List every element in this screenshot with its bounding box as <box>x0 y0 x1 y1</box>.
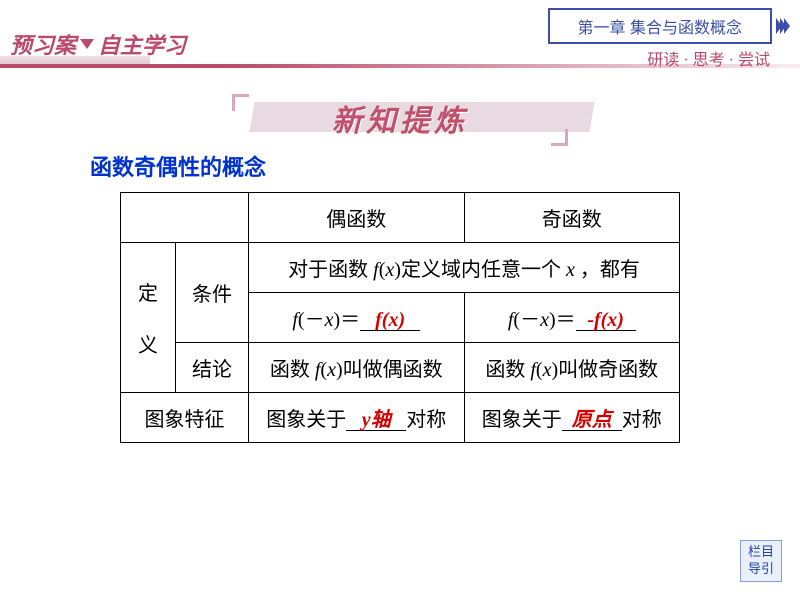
nav-line2: 导引 <box>748 561 774 578</box>
odd-equation-cell: f(－x)＝-f(x) <box>464 293 680 343</box>
section-heading: 函数奇偶性的概念 <box>90 150 266 182</box>
even-equation-cell: f(－x)＝f(x) <box>249 293 465 343</box>
sub-header-conclusion: 结论 <box>176 343 249 393</box>
row-header-definition: 定义 <box>121 243 176 393</box>
title-block: 新知提炼 <box>332 96 468 140</box>
conclusion-odd-cell: 函数 f(x)叫做奇函数 <box>464 343 680 393</box>
conclusion-even-cell: 函数 f(x)叫做偶函数 <box>249 343 465 393</box>
graph-odd-cell: 图象关于原点对称 <box>464 393 680 443</box>
page-title: 新知提炼 <box>332 96 468 140</box>
condition-cell: 对于函数 f(x)定义域内任意一个 x ，都有 <box>249 243 680 293</box>
down-triangle-icon <box>80 39 94 49</box>
nav-line1: 栏目 <box>748 544 774 561</box>
table-row: 图象特征 图象关于y轴对称 图象关于原点对称 <box>121 393 680 443</box>
chapter-arrows <box>778 18 790 34</box>
nav-button[interactable]: 栏目 导引 <box>740 540 782 582</box>
sub-header-condition: 条件 <box>176 243 249 343</box>
header-line <box>0 64 800 68</box>
row-header-graph: 图象特征 <box>121 393 249 443</box>
answer-even: f(x) <box>375 309 405 331</box>
chapter-title: 第一章 集合与函数概念 <box>548 8 772 44</box>
answer-origin: 原点 <box>572 409 612 431</box>
table-row: 偶函数 奇函数 <box>121 193 680 243</box>
col-header-odd: 奇函数 <box>464 193 680 243</box>
answer-yaxis: y轴 <box>362 409 391 431</box>
table-row: 结论 函数 f(x)叫做偶函数 函数 f(x)叫做奇函数 <box>121 343 680 393</box>
col-header-even: 偶函数 <box>249 193 465 243</box>
concept-table: 偶函数 奇函数 定义 条件 对于函数 f(x)定义域内任意一个 x ，都有 f(… <box>120 192 680 443</box>
graph-even-cell: 图象关于y轴对称 <box>249 393 465 443</box>
answer-odd: -f(x) <box>587 309 624 331</box>
table-row: 定义 条件 对于函数 f(x)定义域内任意一个 x ，都有 <box>121 243 680 293</box>
chapter-banner: 第一章 集合与函数概念 <box>548 8 790 44</box>
